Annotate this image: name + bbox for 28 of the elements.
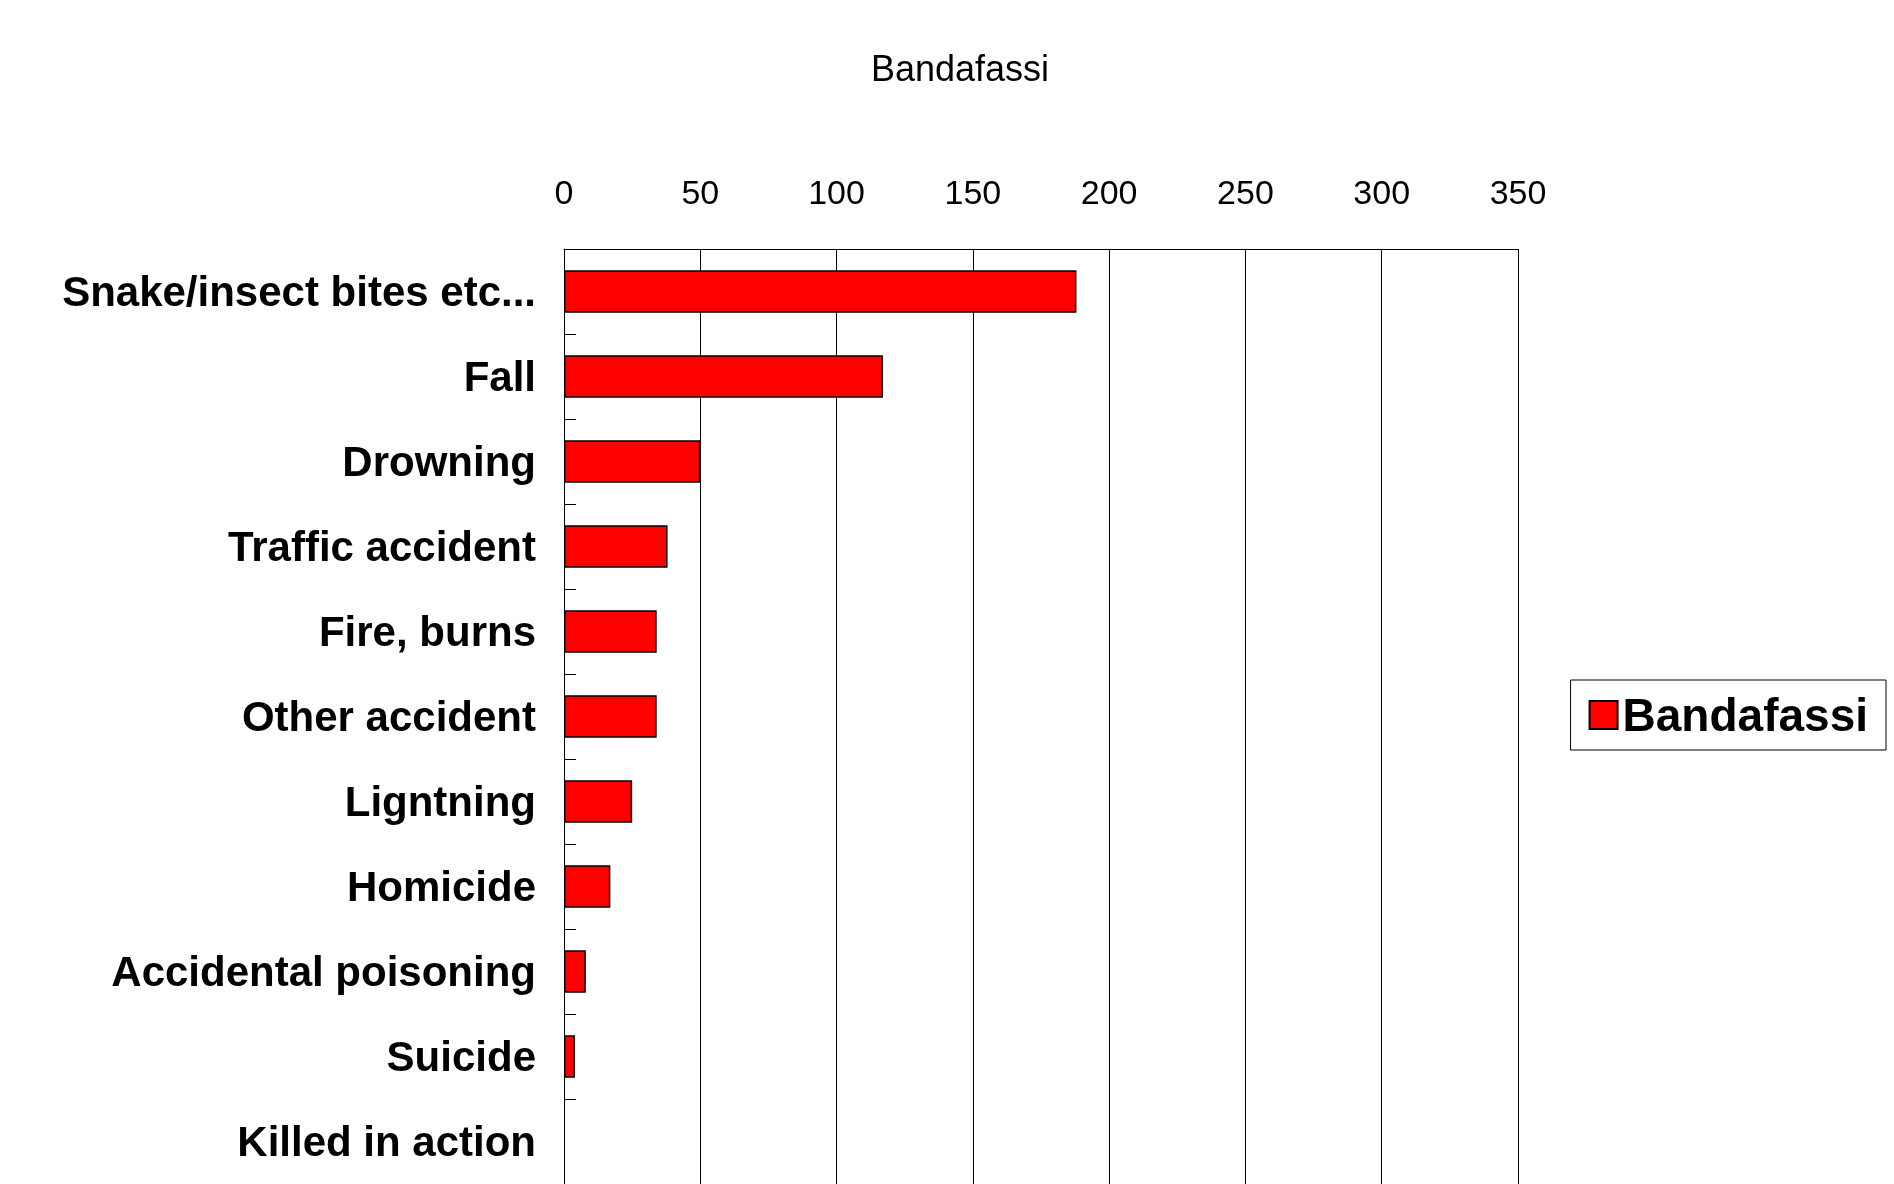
x-tick-label: 0: [554, 173, 574, 211]
y-tick-label: Ligntning: [344, 778, 536, 825]
x-tick-label: 300: [1353, 173, 1411, 211]
x-tick-label: 350: [1489, 173, 1547, 211]
y-tick-label: Other accident: [241, 693, 536, 740]
bar: [564, 610, 657, 653]
y-tick-label: Fall: [463, 353, 536, 400]
bar: [564, 865, 611, 908]
y-tick-label: Snake/insect bites etc...: [62, 268, 536, 315]
y-tick-label: Accidental poisoning: [111, 948, 536, 995]
chart-title: Bandafassi: [870, 47, 1050, 89]
x-tick-label: 200: [1080, 173, 1138, 211]
y-tick-label: Homicide: [346, 863, 536, 910]
legend-label: Bandafassi: [1622, 689, 1869, 741]
x-tick-label: 150: [944, 173, 1002, 211]
bar: [564, 780, 633, 823]
bar: [564, 950, 586, 993]
y-tick-label: Suicide: [386, 1033, 536, 1080]
x-tick-label: 100: [808, 173, 865, 211]
y-tick-label: Traffic accident: [227, 523, 537, 570]
bar: [564, 1035, 575, 1078]
y-tick-label: Fire, burns: [318, 608, 536, 655]
x-tick-label: 250: [1217, 173, 1274, 211]
bar: [564, 695, 657, 738]
y-tick-label: Killed in action: [237, 1118, 536, 1165]
y-tick-label: Drowning: [342, 438, 536, 485]
x-tick-label: 50: [681, 173, 720, 211]
bar: [564, 525, 668, 568]
